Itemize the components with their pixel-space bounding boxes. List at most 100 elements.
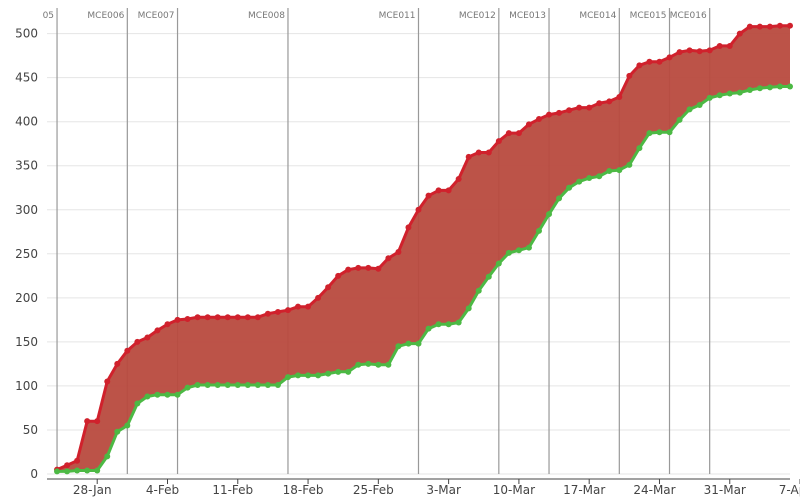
data-point-upper [174,316,181,323]
x-tick-label: 18-Feb [283,483,324,497]
y-tick-label: 200 [15,291,38,305]
data-point-lower [305,372,312,379]
data-point-lower [274,382,281,389]
data-point-upper [696,48,703,55]
data-point-upper [425,192,432,199]
release-marker-label: 05 [43,11,54,21]
data-point-lower [696,101,703,108]
release-marker-label: MCE007 [138,11,175,21]
data-point-lower [787,83,793,90]
data-point-upper [184,315,191,322]
data-point-lower [254,382,261,389]
data-point-lower [726,90,733,97]
data-point-lower [104,453,111,460]
data-point-lower [154,391,161,398]
data-point-lower [706,94,713,101]
data-point-lower [385,361,392,368]
data-point-upper [224,314,231,321]
data-point-upper [787,22,793,29]
data-point-lower [676,116,683,123]
y-tick-label: 350 [15,159,38,173]
data-point-lower [656,129,663,136]
data-point-upper [284,307,291,314]
data-point-upper [465,153,472,160]
release-marker-label: MCE013 [509,11,546,21]
data-point-upper [596,100,603,107]
data-point-upper [515,130,522,137]
data-point-lower [395,343,402,350]
data-point-upper [756,23,763,30]
data-point-lower [425,325,432,332]
data-point-upper [405,224,412,231]
data-point-upper [124,347,131,354]
data-point-upper [64,462,71,469]
data-point-lower [415,340,422,347]
data-point-upper [335,272,342,279]
data-point-lower [546,211,553,218]
data-point-lower [174,391,181,398]
data-point-lower [54,468,61,475]
data-point-upper [144,334,151,341]
data-point-lower [686,106,693,113]
data-point-upper [385,255,392,262]
data-point-upper [546,111,553,118]
data-point-upper [746,23,753,30]
x-tick-label: 7-Apr [779,483,800,497]
data-point-upper [686,47,693,54]
data-point-lower [134,400,141,407]
release-marker-label: MCE015 [630,11,667,21]
x-tick-label: 31-Mar [704,483,746,497]
data-point-lower [455,319,462,326]
data-point-upper [666,54,673,61]
data-point-upper [676,49,683,56]
data-point-upper [154,327,161,334]
data-point-upper [355,264,362,271]
data-point-lower [445,321,452,328]
x-tick-label: 10-Mar [493,483,535,497]
data-point-upper [274,308,281,315]
band-fill-area [57,25,790,472]
data-point-upper [505,130,512,137]
y-tick-label: 250 [15,247,38,261]
data-point-upper [74,457,81,464]
data-point-lower [84,467,91,474]
data-point-lower [355,361,362,368]
data-point-lower [234,382,241,389]
data-point-lower [525,244,532,251]
data-point-lower [184,384,191,391]
data-point-lower [325,370,332,377]
data-point-upper [325,284,332,291]
data-point-lower [596,173,603,180]
data-point-lower [164,391,171,398]
data-point-lower [295,372,302,379]
data-point-upper [766,23,773,30]
data-point-lower [756,85,763,92]
data-point-upper [525,121,532,128]
data-point-upper [84,418,91,425]
data-point-lower [365,360,372,367]
data-point-lower [94,467,101,474]
data-point-upper [495,138,502,145]
data-point-upper [194,314,201,321]
data-point-lower [345,368,352,375]
data-point-upper [94,418,101,425]
x-tick-label: 17-Mar [563,483,605,497]
series-point-layer [54,22,793,475]
data-point-lower [716,92,723,99]
data-point-upper [315,294,322,301]
data-point-upper [646,58,653,65]
data-point-lower [194,382,201,389]
data-point-lower [264,382,271,389]
band-layer [57,25,790,472]
data-point-upper [706,47,713,54]
data-point-lower [626,161,633,168]
data-point-upper [656,58,663,65]
data-point-lower [646,130,653,137]
x-tick-label: 28-Jan [73,483,112,497]
data-point-upper [164,321,171,328]
x-tick-label: 24-Mar [633,483,675,497]
data-point-lower [144,393,151,400]
data-point-upper [606,98,613,105]
data-point-upper [435,187,442,194]
data-point-lower [505,249,512,256]
